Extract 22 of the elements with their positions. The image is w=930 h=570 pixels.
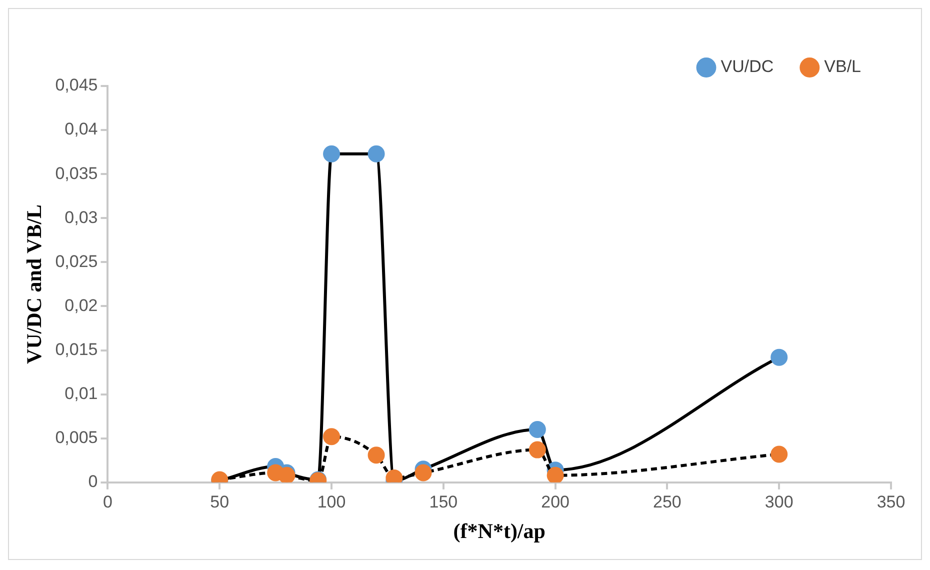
x-tick-label: 350 bbox=[876, 492, 906, 512]
x-axis-title: (f*N*t)/ap bbox=[453, 518, 546, 543]
x-tick-label: 200 bbox=[541, 492, 570, 512]
y-tick-label: 0 bbox=[88, 472, 98, 492]
x-tick-label: 300 bbox=[764, 492, 794, 512]
y-axis-title: VU/DC and VB/L bbox=[22, 204, 46, 364]
y-tick-label: 0,04 bbox=[64, 120, 98, 139]
y-tick-label: 0,005 bbox=[55, 428, 98, 448]
x-tick-label: 150 bbox=[429, 492, 458, 512]
y-tick-label: 0,025 bbox=[55, 252, 98, 271]
legend-label: VU/DC bbox=[720, 57, 774, 76]
legend-label: VB/L bbox=[824, 57, 862, 76]
y-tick-label: 0,035 bbox=[55, 164, 98, 183]
y-tick-label: 0,015 bbox=[55, 340, 98, 359]
y-tick-label: 0,045 bbox=[55, 76, 98, 95]
y-tick-label: 0,01 bbox=[64, 384, 98, 403]
y-tick-label: 0,02 bbox=[64, 296, 98, 315]
y-tick-label: 0,03 bbox=[64, 208, 98, 227]
x-tick-label: 100 bbox=[317, 492, 346, 512]
x-tick-label: 50 bbox=[210, 492, 230, 512]
x-tick-label: 250 bbox=[653, 492, 682, 512]
x-tick-label: 0 bbox=[103, 492, 112, 512]
